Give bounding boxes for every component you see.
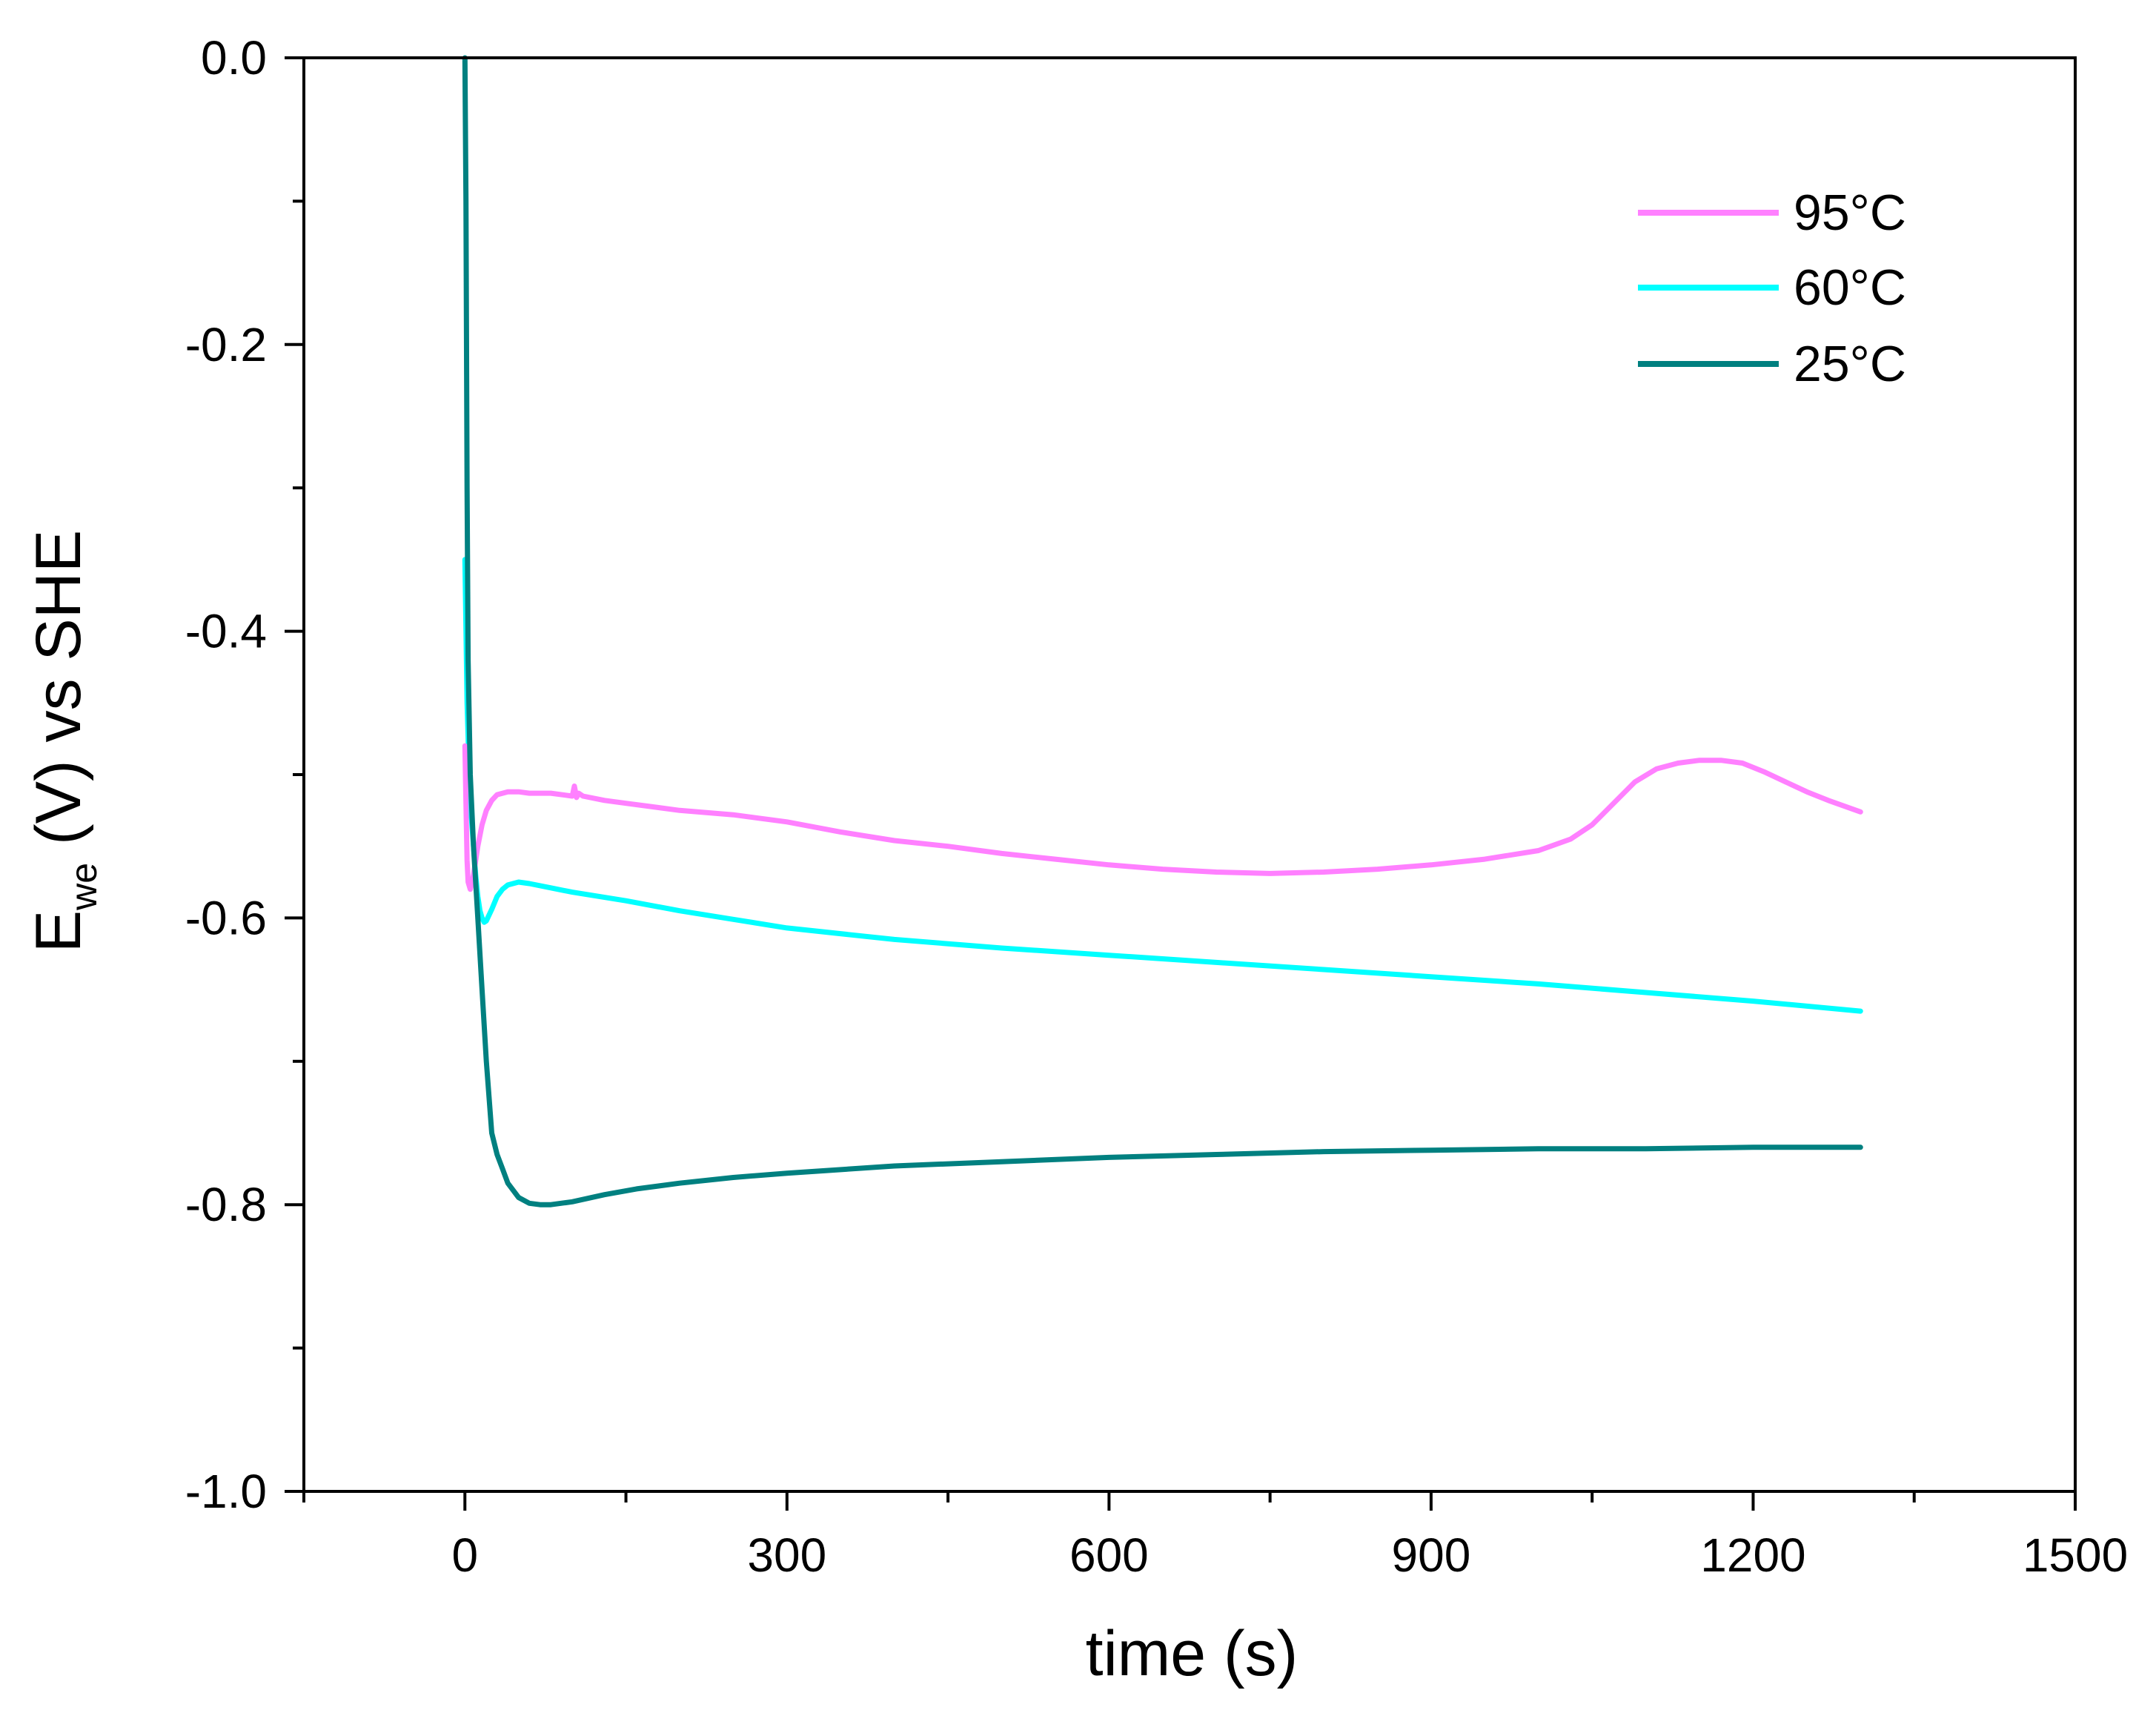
x-tick-label-1500: 1500 <box>2023 1528 2128 1582</box>
ticks-layer: 0 300 600 900 1200 1500 0.0 -0.2 -0.4 -0.6 -0.8 -1.… <box>185 31 2128 1582</box>
series-line-25c <box>462 55 1863 1207</box>
series-line-60c <box>462 557 1863 1014</box>
y-tick-label-4: -0.8 <box>185 1178 267 1231</box>
y-tick-label-5: -1.0 <box>185 1465 267 1518</box>
x-tick-label-0: 0 <box>451 1528 478 1582</box>
svg-text:Ewe (V) vs SHE: Ewe (V) vs SHE <box>23 530 105 953</box>
y-axis-title-subscript: we <box>63 863 105 911</box>
x-tick-label-300: 300 <box>747 1528 826 1582</box>
y-axis-title-main: E <box>23 910 94 953</box>
legend-label-95c: 95°C <box>1794 185 1906 241</box>
y-tick-label-1: -0.2 <box>185 318 267 371</box>
y-axis-title-rest: (V) vs SHE <box>23 530 94 863</box>
y-tick-label-2: -0.4 <box>185 605 267 658</box>
x-axis-title: time (s) <box>1086 1618 1298 1689</box>
y-tick-label-3: -0.6 <box>185 891 267 944</box>
y-tick-label-0: 0.0 <box>201 31 267 85</box>
y-axis-title: Ewe (V) vs SHE <box>23 530 105 953</box>
legend-label-25c: 25°C <box>1794 336 1906 392</box>
x-tick-label-1200: 1200 <box>1700 1528 1805 1582</box>
legend-label-60c: 60°C <box>1794 259 1906 316</box>
legend: 95°C 60°C 25°C <box>1638 185 1906 392</box>
series-line-95c <box>462 743 1863 892</box>
x-tick-label-900: 900 <box>1392 1528 1471 1582</box>
x-tick-label-600: 600 <box>1069 1528 1149 1582</box>
series-layer <box>462 55 1863 1207</box>
